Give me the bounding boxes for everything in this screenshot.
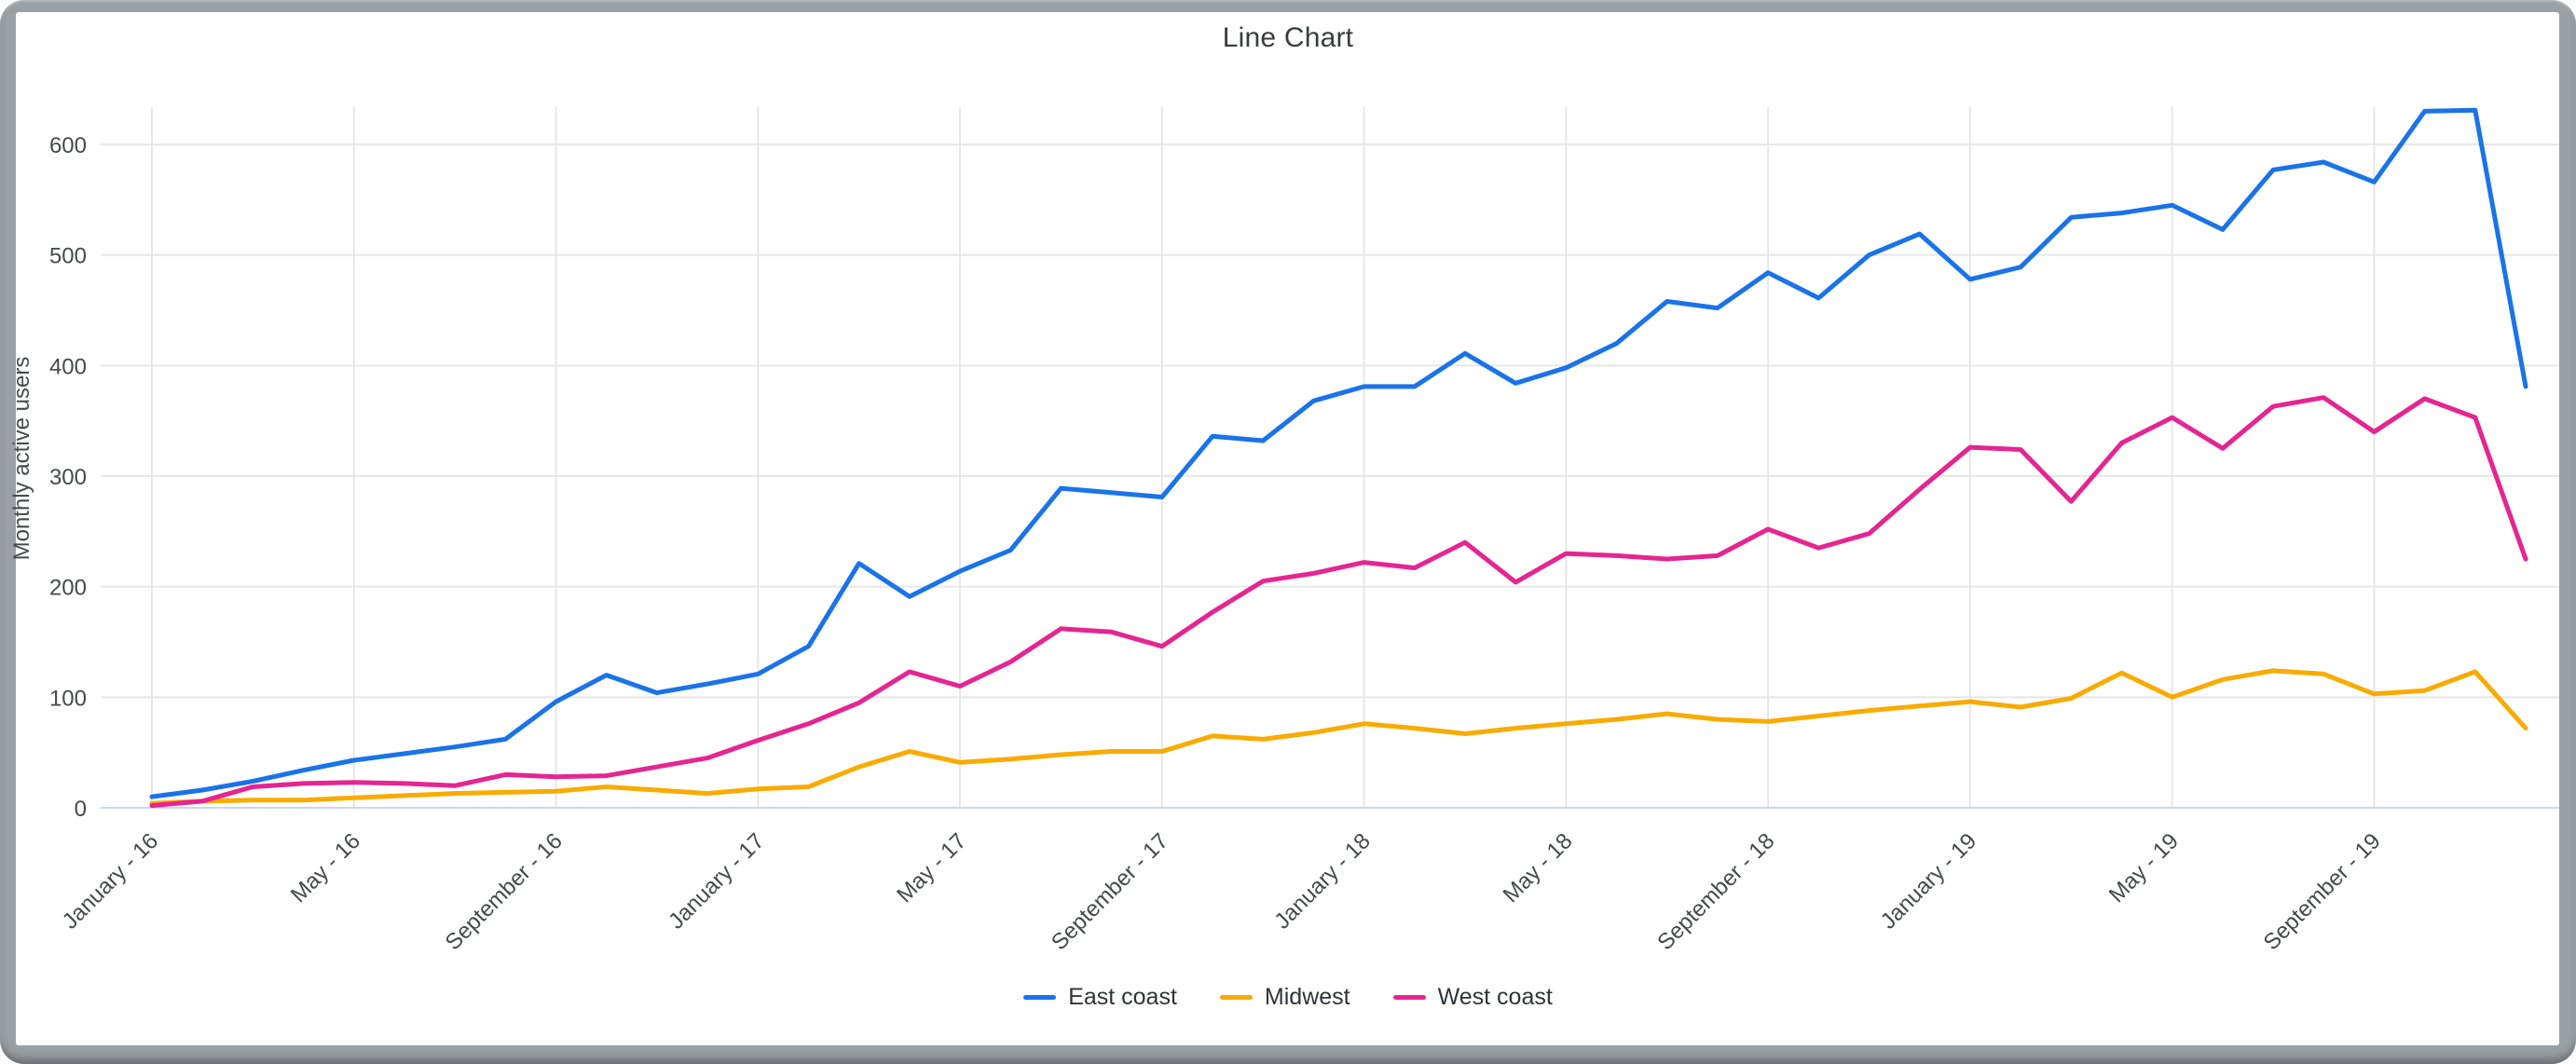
x-axis-tick-labels: January - 16 May - 16 September - 16 Januar… (58, 828, 2386, 955)
series-line-west-coast (149, 395, 2528, 809)
legend-label: East coast (1068, 984, 1177, 1010)
y-tick-label: 400 (49, 354, 87, 379)
x-tick-label: September - 19 (2259, 828, 2386, 955)
midwest-line-swatch-icon (1219, 995, 1253, 1000)
x-tick-label: May - 18 (1498, 828, 1577, 907)
y-tick-label: 200 (49, 576, 87, 601)
horizontal-gridlines (101, 143, 2559, 809)
x-tick-label: September - 17 (1047, 828, 1173, 955)
west-coast-line-swatch-icon (1392, 995, 1426, 1000)
y-tick-label: 300 (49, 465, 87, 490)
x-tick-label: May - 19 (2104, 828, 2184, 907)
y-tick-label: 500 (49, 244, 87, 269)
chart-card (16, 12, 2559, 1045)
y-axis-title: Monthly active users (9, 356, 34, 561)
legend-label: West coast (1437, 984, 1553, 1010)
legend: East coast Midwest West coast (0, 984, 2576, 1011)
legend-item-midwest: Midwest (1219, 984, 1350, 1011)
east-coast-line-swatch-icon (1023, 995, 1057, 1000)
y-tick-label: 600 (49, 133, 87, 158)
x-tick-label: January - 16 (58, 828, 163, 934)
x-tick-label: May - 17 (892, 828, 971, 907)
series-line-east-coast (149, 107, 2528, 799)
legend-item-west-coast: West coast (1392, 984, 1553, 1011)
x-tick-label: January - 18 (1269, 828, 1375, 934)
y-tick-label: 100 (49, 686, 87, 711)
x-tick-label: January - 19 (1876, 828, 1981, 934)
vertical-gridlines (151, 107, 2376, 808)
x-tick-label: September - 18 (1652, 828, 1779, 955)
y-tick-label: 0 (75, 797, 87, 822)
chart-title: Line Chart (1222, 22, 1354, 53)
x-tick-label: May - 16 (286, 828, 365, 907)
series-line-midwest (149, 668, 2528, 806)
x-tick-label: September - 16 (441, 828, 568, 955)
x-tick-label: January - 17 (664, 828, 769, 934)
legend-item-east-coast: East coast (1023, 984, 1177, 1011)
y-axis-tick-labels: 0 100 200 300 400 500 600 (49, 133, 87, 822)
legend-label: Midwest (1264, 984, 1350, 1010)
